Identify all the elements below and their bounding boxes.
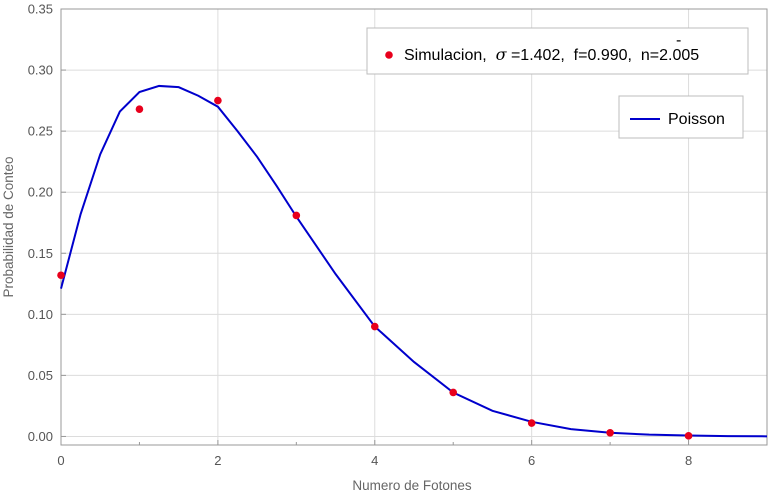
legend-poisson: Poisson <box>618 95 744 139</box>
y-tick-label: 0.05 <box>28 368 53 383</box>
legend-nbar-symbol: n <box>641 47 650 64</box>
grid <box>61 8 767 445</box>
data-point <box>684 432 693 440</box>
legend-nbar-accent: - <box>676 32 681 49</box>
legend-simulation-label: Simulacion, σ =1.402, f=0.990, n=2.005 <box>404 45 699 64</box>
y-tick-label: 0.10 <box>28 307 53 322</box>
x-axis: 0 2 4 6 8 <box>57 440 768 468</box>
plot-frame <box>60 8 768 446</box>
legend-poisson-box <box>618 95 744 139</box>
x-tick-label: 4 <box>371 453 378 468</box>
x-tick-label: 0 <box>57 453 64 468</box>
data-point <box>292 211 301 220</box>
x-tick-label: 2 <box>214 453 221 468</box>
data-point <box>527 419 536 427</box>
data-point <box>606 428 614 437</box>
y-axis: 0.00 0.05 0.10 0.15 0.20 0.25 0.30 0.35 <box>28 2 66 444</box>
y-tick-label: 0.00 <box>28 429 53 444</box>
legend-simulation-marker <box>385 51 393 59</box>
data-point <box>370 322 379 331</box>
x-axis-title: Numero de Fotones <box>352 478 472 493</box>
legend-simulation: Simulacion, σ =1.402, f=0.990, n=2.005 - <box>366 27 749 75</box>
legend-poisson-label: Poisson <box>668 111 725 128</box>
x-tick-label: 6 <box>528 453 535 468</box>
y-tick-label: 0.35 <box>28 2 53 17</box>
legend-label-middle: =1.402, f=0.990, <box>507 47 641 64</box>
simulation-points <box>57 96 693 440</box>
data-point <box>57 271 65 280</box>
data-point <box>214 96 222 105</box>
y-tick-label: 0.15 <box>28 246 53 261</box>
legend-label-prefix: Simulacion, <box>404 47 496 64</box>
x-tick-label: 8 <box>685 453 692 468</box>
data-point <box>135 105 144 113</box>
data-point <box>449 388 458 397</box>
y-tick-label: 0.25 <box>28 124 53 139</box>
legend-label-suffix: =2.005 <box>650 47 699 64</box>
y-tick-label: 0.30 <box>28 63 53 78</box>
y-axis-title: Probabilidad de Conteo <box>1 156 16 297</box>
legend-sigma-symbol: σ <box>496 45 508 64</box>
legend-simulation-box <box>366 27 749 75</box>
y-tick-label: 0.20 <box>28 185 53 200</box>
